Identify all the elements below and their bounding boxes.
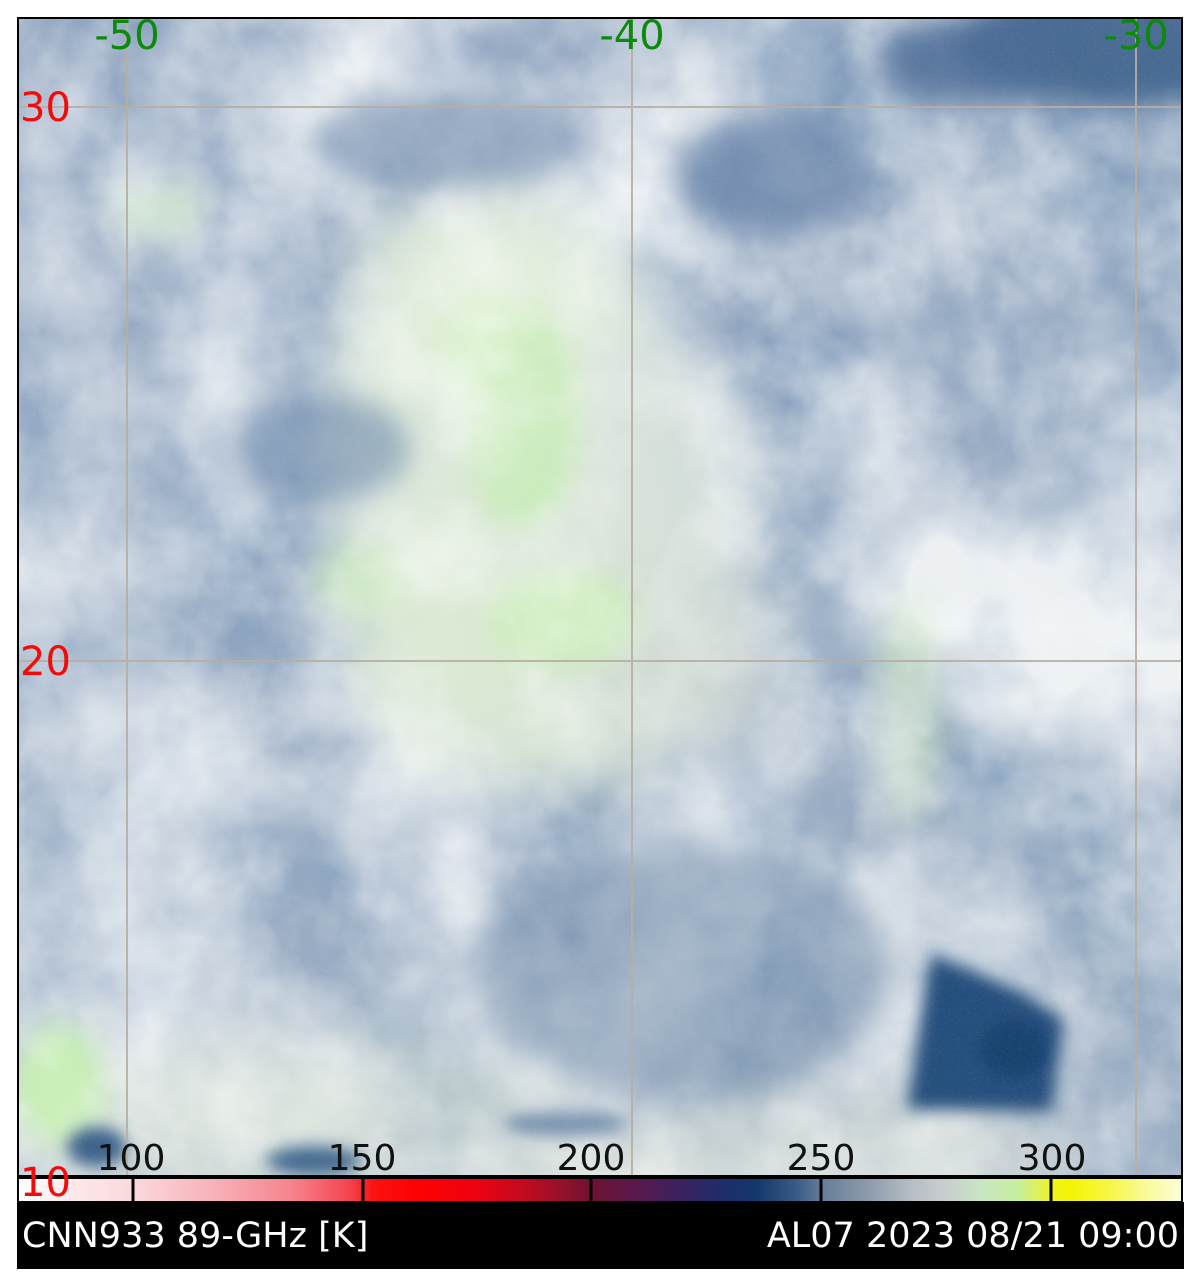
colorbar-tick-label-200: 200 <box>556 1138 626 1179</box>
lon-label--30: -30 <box>1103 13 1169 59</box>
lat-label-20: 20 <box>20 639 71 685</box>
colorbar-tick-300 <box>1049 1179 1053 1201</box>
colorbar-tick-label-250: 250 <box>786 1138 856 1179</box>
colorbar-tick-label-300: 300 <box>1017 1138 1087 1179</box>
colorbar-tick-100 <box>131 1179 135 1201</box>
lat-label-30: 30 <box>20 85 71 131</box>
product-label: CNN933 89-GHz [K] <box>22 1215 369 1256</box>
lat-label-10: 10 <box>20 1160 71 1206</box>
lon-label--40: -40 <box>599 13 665 59</box>
colorbar-tick-250 <box>819 1179 823 1201</box>
lon-label--50: -50 <box>94 13 160 59</box>
colorbar <box>17 1177 1183 1203</box>
colorbar-tick-150 <box>361 1179 365 1201</box>
cloud-field-image <box>19 19 1181 1175</box>
graticule <box>19 19 1181 1175</box>
storm-datetime-label: AL07 2023 08/21 09:00 <box>766 1215 1179 1256</box>
colorbar-tick-label-100: 100 <box>96 1138 166 1179</box>
satellite-map <box>17 17 1183 1177</box>
colorbar-tick-200 <box>589 1179 593 1201</box>
caption-bar: CNN933 89-GHz [K] AL07 2023 08/21 09:00 <box>17 1202 1184 1269</box>
colorbar-tick-label-150: 150 <box>327 1138 397 1179</box>
